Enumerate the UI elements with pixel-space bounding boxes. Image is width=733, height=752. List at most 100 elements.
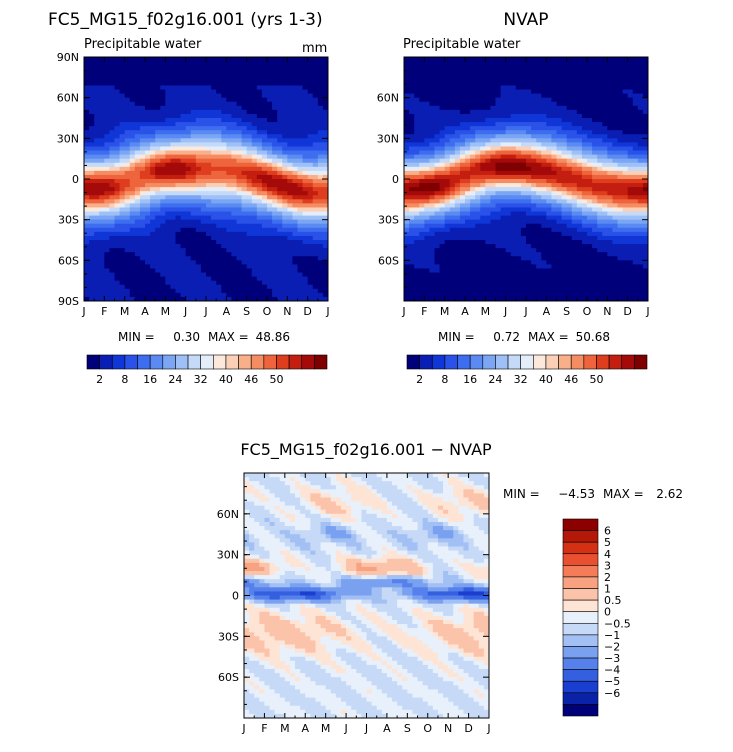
field-cell bbox=[496, 106, 502, 111]
field-cell bbox=[99, 122, 105, 127]
field-cell bbox=[597, 187, 603, 192]
field-cell bbox=[282, 69, 288, 74]
field-cell bbox=[150, 85, 156, 90]
field-cell bbox=[216, 232, 222, 237]
x-tick-label: M bbox=[161, 305, 171, 318]
field-cell bbox=[618, 85, 624, 90]
field-cell bbox=[450, 134, 456, 139]
field-cell bbox=[206, 134, 212, 139]
field-cell bbox=[186, 199, 192, 204]
field-cell bbox=[257, 293, 263, 298]
field-cell bbox=[221, 264, 227, 269]
field-cell bbox=[496, 163, 502, 168]
field-cell bbox=[221, 248, 227, 253]
field-cell bbox=[318, 167, 324, 172]
field-cell bbox=[602, 85, 608, 90]
field-cell bbox=[485, 183, 491, 188]
field-cell bbox=[140, 199, 146, 204]
field-cell bbox=[257, 183, 263, 188]
field-cell bbox=[526, 73, 532, 78]
field-cell bbox=[567, 94, 573, 99]
field-cell bbox=[577, 90, 583, 95]
field-cell bbox=[155, 191, 161, 196]
field-cell bbox=[404, 212, 410, 217]
field-cell bbox=[465, 216, 471, 221]
field-cell bbox=[94, 179, 100, 184]
field-cell bbox=[318, 77, 324, 82]
field-cell bbox=[602, 167, 608, 172]
field-cell bbox=[465, 224, 471, 229]
field-cell bbox=[618, 179, 624, 184]
field-cell bbox=[145, 171, 151, 176]
field-cell bbox=[150, 77, 156, 82]
field-cell bbox=[231, 273, 237, 278]
field-cell bbox=[145, 220, 151, 225]
field-cell bbox=[638, 81, 644, 86]
field-cell bbox=[242, 102, 248, 107]
field-cell bbox=[480, 81, 486, 86]
field-cell bbox=[262, 110, 268, 115]
field-cell bbox=[140, 277, 146, 282]
field-cell bbox=[562, 171, 568, 176]
field-cell bbox=[252, 134, 258, 139]
field-cell bbox=[170, 69, 176, 74]
field-cell bbox=[623, 203, 629, 208]
field-cell bbox=[470, 106, 476, 111]
field-cell bbox=[282, 102, 288, 107]
field-cell bbox=[89, 273, 95, 278]
field-cell bbox=[592, 118, 598, 123]
field-cell bbox=[109, 122, 115, 127]
field-cell bbox=[135, 90, 141, 95]
field-cell bbox=[120, 228, 126, 233]
field-cell bbox=[186, 69, 192, 74]
field-cell bbox=[460, 130, 466, 135]
field-cell bbox=[150, 142, 156, 147]
field-cell bbox=[94, 293, 100, 298]
field-cell bbox=[104, 138, 110, 143]
field-cell bbox=[120, 146, 126, 151]
field-cell bbox=[211, 122, 217, 127]
field-cell bbox=[191, 171, 197, 176]
field-cell bbox=[206, 207, 212, 212]
field-cell bbox=[257, 94, 263, 99]
field-cell bbox=[120, 134, 126, 139]
field-cell bbox=[541, 134, 547, 139]
field-cell bbox=[109, 224, 115, 229]
field-cell bbox=[130, 175, 136, 180]
field-cell bbox=[267, 90, 273, 95]
field-cell bbox=[470, 114, 476, 119]
field-cell bbox=[607, 102, 613, 107]
field-cell bbox=[237, 94, 243, 99]
field-cell bbox=[104, 260, 110, 265]
field-cell bbox=[318, 236, 324, 241]
x-tick-label: O bbox=[263, 305, 272, 318]
field-cell bbox=[541, 146, 547, 151]
field-cell bbox=[429, 224, 435, 229]
field-cell bbox=[298, 232, 304, 237]
field-cell bbox=[592, 179, 598, 184]
field-cell bbox=[201, 122, 207, 127]
field-cell bbox=[242, 268, 248, 273]
field-cell bbox=[130, 126, 136, 131]
field-cell bbox=[592, 159, 598, 164]
field-cell bbox=[206, 268, 212, 273]
field-cell bbox=[475, 220, 481, 225]
field-cell bbox=[551, 159, 557, 164]
field-cell bbox=[109, 85, 115, 90]
field-cell bbox=[582, 94, 588, 99]
field-cell bbox=[501, 146, 507, 151]
field-cell bbox=[435, 118, 441, 123]
model-colorbar-swatch bbox=[226, 355, 239, 369]
field-cell bbox=[455, 212, 461, 217]
field-cell bbox=[480, 69, 486, 74]
field-cell bbox=[231, 256, 237, 261]
field-cell bbox=[562, 77, 568, 82]
field-cell bbox=[292, 155, 298, 160]
field-cell bbox=[211, 199, 217, 204]
field-cell bbox=[104, 69, 110, 74]
field-cell bbox=[201, 264, 207, 269]
field-cell bbox=[94, 187, 100, 192]
field-cell bbox=[536, 106, 542, 111]
field-cell bbox=[303, 273, 309, 278]
field-cell bbox=[475, 167, 481, 172]
